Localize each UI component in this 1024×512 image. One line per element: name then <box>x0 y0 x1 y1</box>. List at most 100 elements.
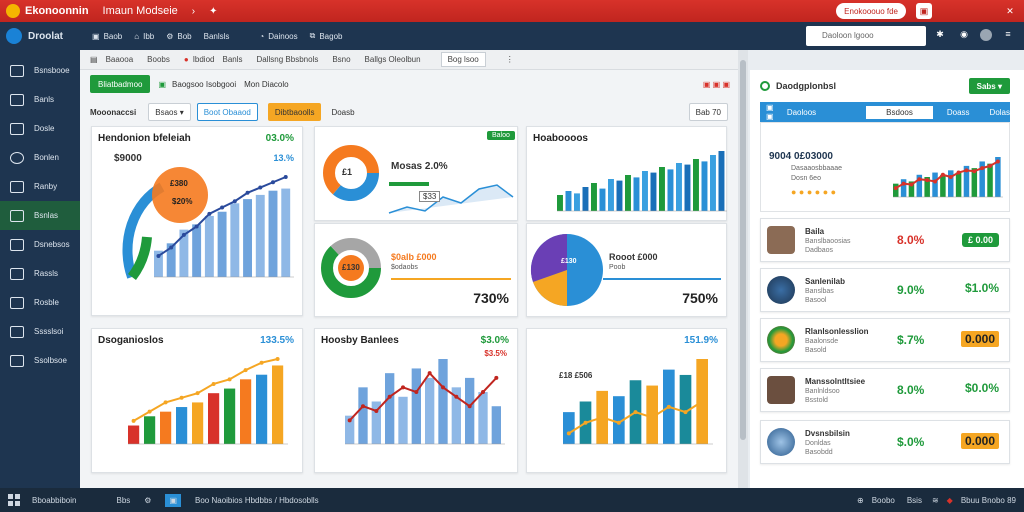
chart-bar <box>924 177 930 197</box>
sidebar-item[interactable]: Sssslsoi <box>0 317 80 346</box>
chart-card[interactable]: Hoosby Banlees $3.0% $3.5% <box>314 328 518 473</box>
chart-bar <box>646 385 658 444</box>
action-item[interactable]: Mon Diacolo <box>244 79 289 89</box>
sidebar-item[interactable]: Bsnsbooe <box>0 56 80 85</box>
tab[interactable]: Dolas <box>989 107 1010 117</box>
toolbar-item[interactable]: Ibdiod <box>192 55 215 64</box>
action-icons[interactable]: ▣ ▣ ▣ <box>702 79 730 89</box>
toolbar-item[interactable]: Dallsng Bbsbnols <box>256 55 319 64</box>
toolbar-item[interactable]: Bsno <box>332 55 351 64</box>
sidebar-item[interactable]: Ssolbsoe <box>0 346 80 375</box>
tray-icon[interactable]: ⊕ <box>857 495 864 505</box>
chart-point <box>972 169 977 174</box>
window-icon[interactable]: ▣ <box>916 3 932 19</box>
card-percent: 03.0% <box>265 133 294 144</box>
taskbar-item[interactable]: Boo Naoibios Hbdbbs / Hbdosoblls <box>195 495 319 505</box>
chart-line <box>348 371 498 422</box>
tab[interactable]: Bsdoos <box>866 105 933 119</box>
action-item[interactable]: Baogsoo Isobgooi <box>172 79 237 89</box>
primary-button[interactable]: Bliatbadmoo <box>90 75 151 93</box>
top-nav-item[interactable]: ⚙ Bob <box>166 31 192 41</box>
chart-bar <box>979 161 985 197</box>
filter-select[interactable]: Bsaos ▾ <box>148 103 191 121</box>
chart-card[interactable]: £130 Rooot £000 Poob 750% <box>526 223 727 317</box>
top-nav-item[interactable]: ◔ Dainoos <box>259 31 298 41</box>
wifi-icon[interactable]: ≋ <box>931 495 939 505</box>
sidebar-item[interactable]: Dsnebsos <box>0 230 80 259</box>
sidebar-item[interactable]: Rassls <box>0 259 80 288</box>
taskbar-item[interactable]: Bboabbiboin <box>32 495 77 505</box>
stat-sublabel: Dasaaosbbaaae <box>791 165 842 172</box>
top-nav-item[interactable]: ▣ Baob <box>92 31 123 41</box>
ellipsis-icon[interactable]: ⋮ <box>505 55 514 64</box>
list-item[interactable]: Sanlenilab Banslbas Basool 9.0% $1.0% <box>760 268 1010 312</box>
list-item[interactable]: Manssolntltsiee Banlnldsoo Bsstold 8.0% $0… <box>760 368 1010 412</box>
filter-button[interactable]: Boot Obaaod <box>196 103 258 121</box>
chart-point <box>600 415 605 420</box>
chart-card[interactable]: Baloo Hoaboooos <box>487 126 727 221</box>
list-icon <box>10 238 24 251</box>
chart-bar <box>684 164 691 211</box>
paging-control[interactable]: Bab 70 <box>688 103 728 121</box>
scrollbar[interactable] <box>738 50 748 488</box>
brand[interactable]: Droolat <box>0 28 80 44</box>
right-panel-title: Daodgplonbsl <box>776 81 836 91</box>
stat-card[interactable]: 9004 0£03000 Dasaaosbbaaae Dosn 6eo ● ● … <box>760 122 1010 212</box>
chevron-right-icon[interactable]: › <box>191 5 196 17</box>
sidebar-item[interactable]: Dosle <box>0 114 80 143</box>
close-icon[interactable]: ✕ <box>1006 5 1014 16</box>
sidebar-item[interactable]: Bonlen <box>0 143 80 172</box>
toolbar-item[interactable]: Baaooa <box>105 55 134 64</box>
top-nav-item[interactable]: ⌂ Ibb <box>134 31 155 41</box>
list-item[interactable]: Rlanlsonlesslion Baalonsde Basold $.7% 0.0… <box>760 318 1010 362</box>
sidebar-item[interactable]: Ranby <box>0 172 80 201</box>
tab[interactable]: Daoloos <box>786 107 817 117</box>
sidebar-item-active[interactable]: Bsnlas <box>0 201 80 230</box>
top-nav-item[interactable]: Banlsls <box>204 32 230 41</box>
top-nav-label: Bagob <box>319 31 343 41</box>
item-name: Baila <box>805 226 825 236</box>
settings-icon[interactable]: ⚙ <box>144 495 152 505</box>
taskbar-item[interactable]: Bbs <box>116 495 131 505</box>
top-nav-item[interactable]: ⧉ Bagob <box>309 31 343 41</box>
search-icon[interactable]: ⌕ <box>915 29 921 39</box>
promo-badge[interactable]: Enokooouo fde <box>836 3 906 19</box>
list-item[interactable]: Dvsnsbilsin Donldas Basobdd $.0% 0.000 <box>760 420 1010 464</box>
toolbar-item[interactable]: Boobs <box>147 55 170 64</box>
chart-bar <box>166 243 176 277</box>
doc-icon[interactable]: ▤ <box>90 55 98 64</box>
chart-bar <box>385 373 395 444</box>
user-avatar-icon[interactable] <box>980 29 992 41</box>
toolbar-field[interactable]: Bog lsoo <box>440 52 486 67</box>
menu-icon[interactable]: ≡ <box>1005 29 1011 39</box>
start-icon[interactable] <box>8 494 20 506</box>
avatar <box>767 428 795 456</box>
sidebar-item[interactable]: Banls <box>0 85 80 114</box>
search-input[interactable]: Daoloon lgooo <box>806 26 926 46</box>
filter-button-orange[interactable]: Dibtbaoolls <box>267 103 322 121</box>
donut-chart <box>321 238 511 298</box>
notification-icon[interactable]: ◆ <box>946 495 953 505</box>
chart-card[interactable]: Hendonion bfeleiah 03.0% $9000 13.% £380… <box>91 126 303 316</box>
bell-icon[interactable]: ◉ <box>960 29 968 39</box>
app-icon[interactable]: ▣ <box>165 493 182 507</box>
right-panel-button[interactable]: Sabs ▾ <box>968 78 1010 94</box>
chart-card[interactable]: Dsoganioslos 133.5% <box>91 328 303 473</box>
tab[interactable]: Doass <box>946 107 970 117</box>
gear-icon[interactable]: ✱ <box>936 29 944 39</box>
list-item[interactable]: Baila Banslbaoosias Dadbaos 8.0% £ 0.00 <box>760 218 1010 262</box>
chart-card[interactable]: £1 Mosas 2.0% $33 <box>314 126 518 221</box>
sidebar-item[interactable]: Rosble <box>0 288 80 317</box>
chart-line <box>133 358 278 422</box>
chart-point <box>454 394 459 399</box>
toolbar-item[interactable]: Banls <box>222 55 243 64</box>
pin-icon[interactable]: ✦ <box>209 5 218 17</box>
filter-link[interactable]: Doasb <box>331 107 355 117</box>
toolbar-item[interactable]: Ballgs Oleolbun <box>364 55 421 64</box>
scrollbar-thumb[interactable] <box>740 60 746 440</box>
chart-card[interactable]: £130 $0alb £000 $odaobs 730% <box>314 223 518 317</box>
chart-bar <box>478 392 488 444</box>
taskbar: Bboabbiboin Bbs ⚙ ▣ Boo Naoibios Hbdbbs … <box>0 488 1024 512</box>
chart-card[interactable]: 151.9% £18 £506 <box>526 328 727 473</box>
grid-icon[interactable]: ▣ ▣ <box>766 103 774 121</box>
